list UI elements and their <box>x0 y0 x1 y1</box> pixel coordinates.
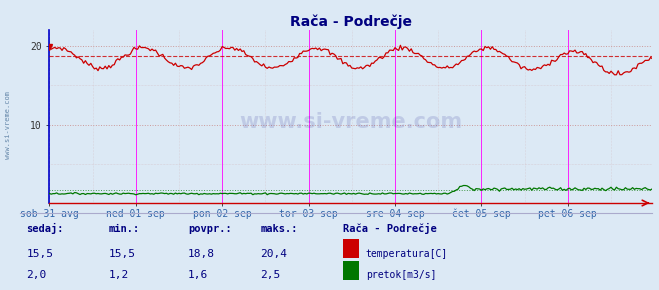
Text: povpr.:: povpr.: <box>188 224 231 234</box>
Title: Rača - Podrečje: Rača - Podrečje <box>290 15 412 29</box>
Text: Rača - Podrečje: Rača - Podrečje <box>343 223 436 234</box>
Text: 1,2: 1,2 <box>109 270 129 280</box>
Text: 18,8: 18,8 <box>188 249 215 259</box>
Text: 1,6: 1,6 <box>188 270 208 280</box>
Text: 15,5: 15,5 <box>26 249 53 259</box>
Text: sedaj:: sedaj: <box>26 223 64 234</box>
Text: maks.:: maks.: <box>260 224 298 234</box>
Text: www.si-vreme.com: www.si-vreme.com <box>5 91 11 159</box>
Text: pretok[m3/s]: pretok[m3/s] <box>366 270 436 280</box>
Text: www.si-vreme.com: www.si-vreme.com <box>239 112 463 132</box>
Text: 20,4: 20,4 <box>260 249 287 259</box>
Text: temperatura[C]: temperatura[C] <box>366 249 448 259</box>
Text: 15,5: 15,5 <box>109 249 136 259</box>
Text: 2,5: 2,5 <box>260 270 281 280</box>
Text: 2,0: 2,0 <box>26 270 47 280</box>
Text: min.:: min.: <box>109 224 140 234</box>
